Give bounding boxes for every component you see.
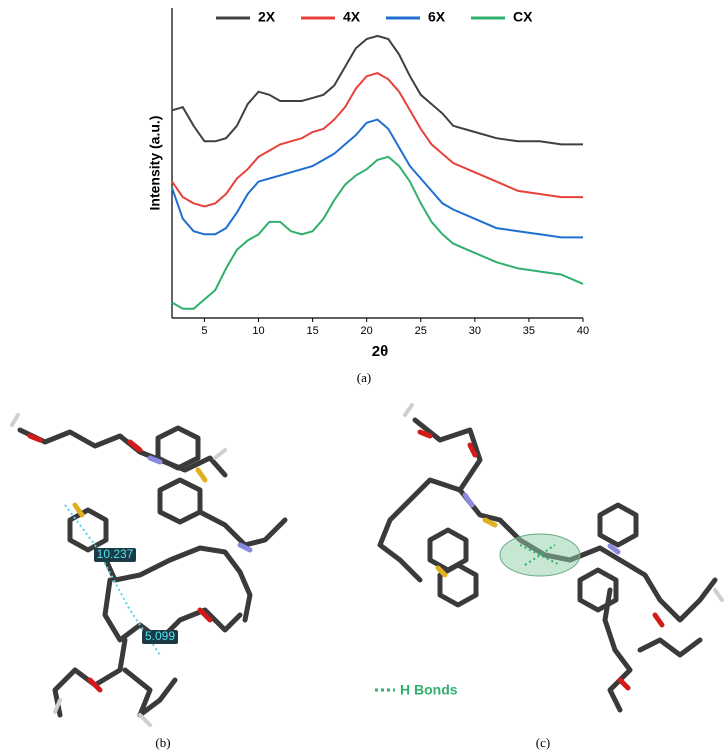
hbond-legend: H Bonds <box>400 682 458 698</box>
molecule-c: H Bonds <box>375 403 724 713</box>
distance-label: 10.237 <box>97 547 134 561</box>
legend-label: 2X <box>258 9 276 25</box>
caption: (c) <box>536 735 550 750</box>
molecule-b: 10.237 5.099 <box>10 413 288 727</box>
x-axis-label: 2θ <box>372 343 388 360</box>
x-tick-label: 40 <box>577 325 589 337</box>
line-series <box>171 155 584 310</box>
x-tick-label: 30 <box>469 325 481 337</box>
xrd-chart: 2θ Intensity (a.u.) 5 10 15 20 25 30 35 40 2X 4X 6… <box>147 8 589 360</box>
x-tick-label: 10 <box>252 325 264 337</box>
legend-label: CX <box>513 9 533 25</box>
caption: (b) <box>155 735 170 750</box>
x-tick-label: 20 <box>361 325 373 337</box>
x-tick-label: 35 <box>523 325 535 337</box>
caption: (a) <box>357 370 371 385</box>
y-axis-label: Intensity (a.u.) <box>147 116 163 211</box>
x-tick-label: 25 <box>415 325 427 337</box>
x-tick-label: 5 <box>201 325 207 337</box>
line-series <box>171 72 583 208</box>
legend-label: 6X <box>428 9 446 25</box>
line-series <box>171 118 583 239</box>
x-tick-label: 15 <box>306 325 318 337</box>
line-series <box>171 34 583 146</box>
legend-label: 4X <box>343 9 361 25</box>
distance-label: 5.099 <box>145 629 175 643</box>
